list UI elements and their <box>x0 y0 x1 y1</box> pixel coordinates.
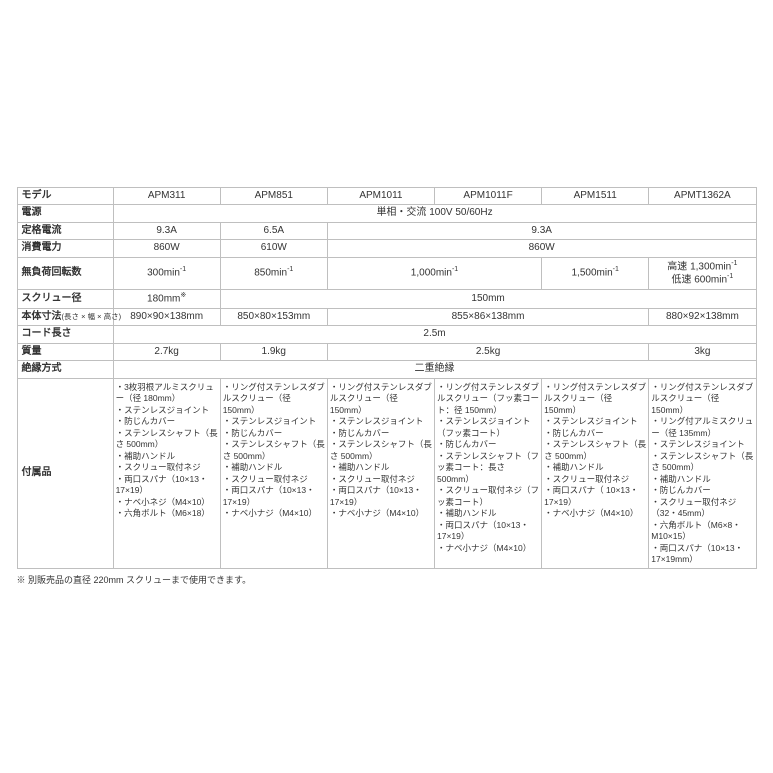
accessories-c2: リング付ステンレスダブルスクリュー（径 150mm）ステンレスジョイント防じんカ… <box>220 378 327 569</box>
model-5: APMT1362A <box>649 187 756 205</box>
accessories-c1: 3枚羽根アルミスクリュー（径 180mm）ステンレスジョイント防じんカバーステン… <box>113 378 220 569</box>
no-load-speed-c6: 高速 1,300min-1低速 600min-1 <box>649 257 756 290</box>
row-body-dimensions: 本体寸法(長さ × 幅 × 高さ) 890×90×138mm 850×80×15… <box>17 308 756 326</box>
label-cord-length: コード長さ <box>17 326 113 344</box>
body-dimensions-c3-5: 855×86×138mm <box>327 308 648 326</box>
model-4: APM1511 <box>542 187 649 205</box>
weight-c1: 2.7kg <box>113 343 220 361</box>
weight-c3-5: 2.5kg <box>327 343 648 361</box>
row-insulation: 絶縁方式 二重絶縁 <box>17 361 756 379</box>
body-dimensions-c2: 850×80×153mm <box>220 308 327 326</box>
row-accessories: 付属品 3枚羽根アルミスクリュー（径 180mm）ステンレスジョイント防じんカバ… <box>17 378 756 569</box>
label-power-consumption: 消費電力 <box>17 240 113 258</box>
spec-sheet: モデル APM311 APM851 APM1011 APM1011F APM15… <box>17 187 757 587</box>
power-consumption-c1: 860W <box>113 240 220 258</box>
row-model: モデル APM311 APM851 APM1011 APM1011F APM15… <box>17 187 756 205</box>
screw-diameter-c1: 180mm※ <box>113 290 220 309</box>
row-screw-diameter: スクリュー径 180mm※ 150mm <box>17 290 756 309</box>
weight-c6: 3kg <box>649 343 756 361</box>
body-dimensions-c1: 890×90×138mm <box>113 308 220 326</box>
accessories-c3: リング付ステンレスダブルスクリュー（径 150mm）ステンレスジョイント防じんカ… <box>327 378 434 569</box>
label-model: モデル <box>17 187 113 205</box>
accessories-c5: リング付ステンレスダブルスクリュー（径 150mm）ステンレスジョイント防じんカ… <box>542 378 649 569</box>
no-load-speed-c3-4: 1,000min-1 <box>327 257 541 290</box>
body-dimensions-c6: 880×92×138mm <box>649 308 756 326</box>
no-load-speed-c1: 300min-1 <box>113 257 220 290</box>
rated-current-c3-6: 9.3A <box>327 222 756 240</box>
model-2: APM1011 <box>327 187 434 205</box>
value-insulation: 二重絶縁 <box>113 361 756 379</box>
label-body-dimensions: 本体寸法(長さ × 幅 × 高さ) <box>17 308 113 326</box>
row-rated-current: 定格電流 9.3A 6.5A 9.3A <box>17 222 756 240</box>
rated-current-c1: 9.3A <box>113 222 220 240</box>
power-consumption-c3-6: 860W <box>327 240 756 258</box>
value-cord-length: 2.5m <box>113 326 756 344</box>
label-weight: 質量 <box>17 343 113 361</box>
accessories-c6: リング付ステンレスダブルスクリュー（径 150mm）リング付アルミスクリュー（径… <box>649 378 756 569</box>
label-body-dimensions-main: 本体寸法 <box>22 311 62 322</box>
row-power-source: 電源 単相・交流 100V 50/60Hz <box>17 205 756 223</box>
label-screw-diameter: スクリュー径 <box>17 290 113 309</box>
spec-table: モデル APM311 APM851 APM1011 APM1011F APM15… <box>17 187 757 570</box>
footnote: ※ 別販売品の直径 220mm スクリューまで使用できます。 <box>17 573 757 586</box>
row-weight: 質量 2.7kg 1.9kg 2.5kg 3kg <box>17 343 756 361</box>
model-0: APM311 <box>113 187 220 205</box>
label-rated-current: 定格電流 <box>17 222 113 240</box>
model-1: APM851 <box>220 187 327 205</box>
label-no-load-speed: 無負荷回転数 <box>17 257 113 290</box>
rated-current-c2: 6.5A <box>220 222 327 240</box>
weight-c2: 1.9kg <box>220 343 327 361</box>
label-body-dimensions-sub: (長さ × 幅 × 高さ) <box>62 312 122 321</box>
no-load-speed-c2: 850min-1 <box>220 257 327 290</box>
label-accessories: 付属品 <box>17 378 113 569</box>
no-load-speed-c5: 1,500min-1 <box>542 257 649 290</box>
label-power-source: 電源 <box>17 205 113 223</box>
model-3: APM1011F <box>434 187 541 205</box>
accessories-c4: リング付ステンレスダブルスクリュー（フッ素コート：径 150mm）ステンレスジョ… <box>434 378 541 569</box>
row-no-load-speed: 無負荷回転数 300min-1 850min-1 1,000min-1 1,50… <box>17 257 756 290</box>
value-power-source: 単相・交流 100V 50/60Hz <box>113 205 756 223</box>
label-insulation: 絶縁方式 <box>17 361 113 379</box>
screw-diameter-c2-6: 150mm <box>220 290 756 309</box>
power-consumption-c2: 610W <box>220 240 327 258</box>
row-power-consumption: 消費電力 860W 610W 860W <box>17 240 756 258</box>
row-cord-length: コード長さ 2.5m <box>17 326 756 344</box>
